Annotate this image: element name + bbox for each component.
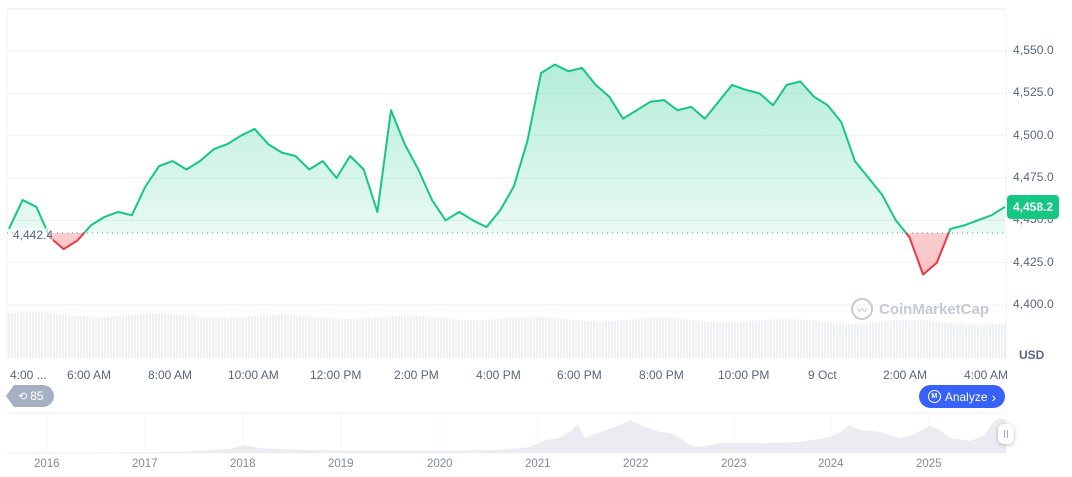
history-badge[interactable]: ⟲ 85 [6,385,54,407]
x-tick-label: 6:00 PM [557,368,602,382]
current-price-tag: 4,458.2 [1007,195,1059,219]
navigator-year-label: 2021 [525,458,551,470]
chevron-right-icon: › [991,388,997,405]
navigator-range-handle[interactable] [998,424,1014,444]
navigator-year-label: 2017 [132,458,158,470]
x-tick-label: 2:00 PM [394,368,439,382]
navigator-year-label: 2022 [623,458,649,470]
x-tick-label: 8:00 PM [639,368,684,382]
x-tick-label: 10:00 PM [718,368,770,382]
coinmarketcap-logo-icon: 〰 [851,298,873,320]
currency-unit-label: USD [1019,348,1045,362]
analyze-ai-icon: M [927,390,941,403]
y-tick-label: 4,550.0 [1013,43,1054,57]
history-count: 85 [30,389,44,403]
area-fill-up [9,64,1005,233]
x-tick-label: 9 Oct [808,368,837,382]
navigator-year-label: 2025 [916,458,942,470]
x-tick-label: 2:00 AM [883,368,928,382]
y-tick-label: 4,525.0 [1013,85,1054,100]
x-tick-label: 4:00 ... [10,368,47,382]
navigator-year-label: 2024 [818,458,844,470]
x-tick-label: 4:00 AM [964,368,1009,382]
x-tick-label: 12:00 PM [310,368,362,382]
analyze-label: Analyze [944,389,988,404]
y-tick-label: 4,475.0 [1013,170,1054,184]
y-tick-label: 4,425.0 [1013,254,1054,269]
x-tick-label: 6:00 AM [67,368,112,382]
analyze-button[interactable]: M Analyze › [919,385,1005,408]
navigator-year-label: 2018 [230,458,256,470]
navigator-year-label: 2023 [721,458,747,470]
y-tick-label: 4,400.0 [1013,297,1054,311]
history-clock-icon: ⟲ [18,390,28,403]
x-tick-label: 10:00 AM [228,368,279,382]
navigator-history-area [7,418,1006,453]
price-line-up [8,63,1006,233]
navigator-year-label: 2020 [427,458,453,470]
baseline-price-label: 4,442.4 [13,228,54,242]
x-tick-label: 8:00 AM [148,368,193,382]
navigator-year-label: 2016 [34,458,60,470]
x-tick-label: 4:00 PM [476,368,521,382]
y-tick-label: 4,500.0 [1013,127,1054,142]
navigator-year-label: 2019 [328,458,354,470]
coinmarketcap-watermark: 〰 CoinMarketCap [851,298,989,320]
volume-bars [8,312,1006,358]
watermark-text: CoinMarketCap [879,300,990,318]
